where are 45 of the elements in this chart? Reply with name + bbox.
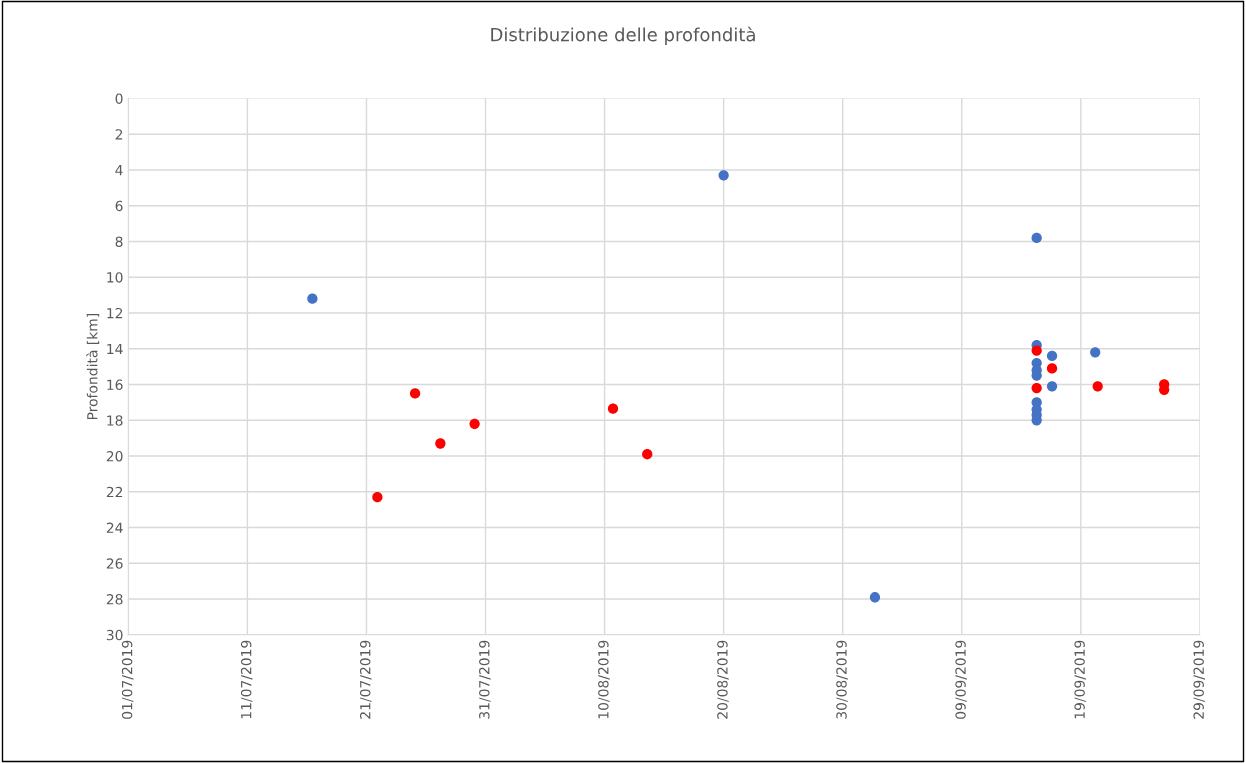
y-tick-label: 24 (106, 522, 123, 533)
x-tick-label: 10/08/2019 (598, 640, 610, 719)
y-tick-label: 14 (107, 343, 123, 355)
x-tick-label: 21/07/2019 (359, 640, 372, 719)
y-tick-label: 16 (107, 379, 123, 390)
point (1090, 347, 1101, 358)
point (435, 438, 446, 449)
y-tick-label: 22 (106, 486, 123, 498)
y-tick-label: 8 (115, 236, 123, 247)
point (1031, 232, 1042, 244)
y-tick-label: 30 (106, 629, 123, 641)
y-tick-label: 6 (115, 200, 123, 212)
y-tick-label: 26 (106, 558, 123, 569)
x-tick-label: 01/07/2019 (121, 640, 134, 719)
x-tick-label: 11/07/2019 (240, 640, 253, 719)
y-tick-label: 12 (107, 307, 123, 319)
point (607, 403, 619, 414)
x-tick-label: 31/07/2019 (479, 640, 491, 719)
point (409, 388, 421, 399)
point (642, 449, 653, 460)
point (1046, 381, 1058, 392)
point (1092, 381, 1103, 392)
point (307, 293, 318, 304)
y-tick-label: 28 (106, 594, 123, 605)
point (1046, 363, 1058, 374)
point (1031, 345, 1042, 356)
y-tick-label: 10 (107, 272, 123, 283)
y-tick-label: 18 (107, 415, 123, 426)
point (1046, 350, 1058, 362)
y-tick-label: 2 (115, 129, 123, 140)
point (469, 418, 480, 429)
y-tick-label: 0 (115, 93, 123, 104)
point (1031, 382, 1042, 394)
point (372, 491, 383, 503)
x-tick-label: 20/08/2019 (717, 640, 729, 719)
x-tick-label: 29/09/2019 (1193, 640, 1206, 719)
y-axis-title: Profondità [km] (86, 313, 100, 420)
y-tick-label: 20 (106, 450, 123, 462)
point (718, 170, 729, 181)
x-tick-label: 19/09/2019 (1074, 640, 1086, 719)
point (869, 592, 881, 603)
chart-title: Distribuzione delle profondità (491, 26, 755, 45)
x-tick-label: 30/08/2019 (836, 640, 848, 719)
y-tick-label: 4 (115, 165, 123, 176)
x-tick-label: 09/09/2019 (955, 640, 967, 719)
